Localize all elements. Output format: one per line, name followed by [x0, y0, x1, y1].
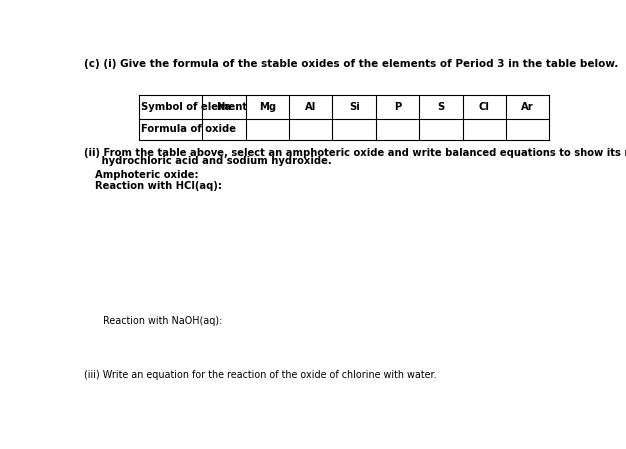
- Text: (iii) Write an equation for the reaction of the oxide of chlorine with water.: (iii) Write an equation for the reaction…: [85, 370, 437, 380]
- Text: P: P: [394, 102, 401, 112]
- Text: Symbol of element: Symbol of element: [141, 102, 247, 112]
- Text: Amphoteric oxide:: Amphoteric oxide:: [95, 170, 199, 180]
- Text: Reaction with HCl(aq):: Reaction with HCl(aq):: [95, 181, 222, 191]
- Text: Formula of oxide: Formula of oxide: [141, 124, 236, 134]
- Text: Si: Si: [349, 102, 359, 112]
- Text: Mg: Mg: [259, 102, 276, 112]
- Text: Na: Na: [217, 102, 232, 112]
- Text: Ar: Ar: [521, 102, 534, 112]
- Text: Al: Al: [305, 102, 316, 112]
- Text: Reaction with NaOH(aq):: Reaction with NaOH(aq):: [103, 317, 222, 326]
- Text: hydrochloric acid and sodium hydroxide.: hydrochloric acid and sodium hydroxide.: [85, 156, 332, 166]
- Text: Cl: Cl: [479, 102, 490, 112]
- Text: (c) (i) Give the formula of the stable oxides of the elements of Period 3 in the: (c) (i) Give the formula of the stable o…: [85, 59, 619, 69]
- Text: S: S: [438, 102, 444, 112]
- Text: (ii) From the table above, select an amphoteric oxide and write balanced equatio: (ii) From the table above, select an amp…: [85, 148, 626, 158]
